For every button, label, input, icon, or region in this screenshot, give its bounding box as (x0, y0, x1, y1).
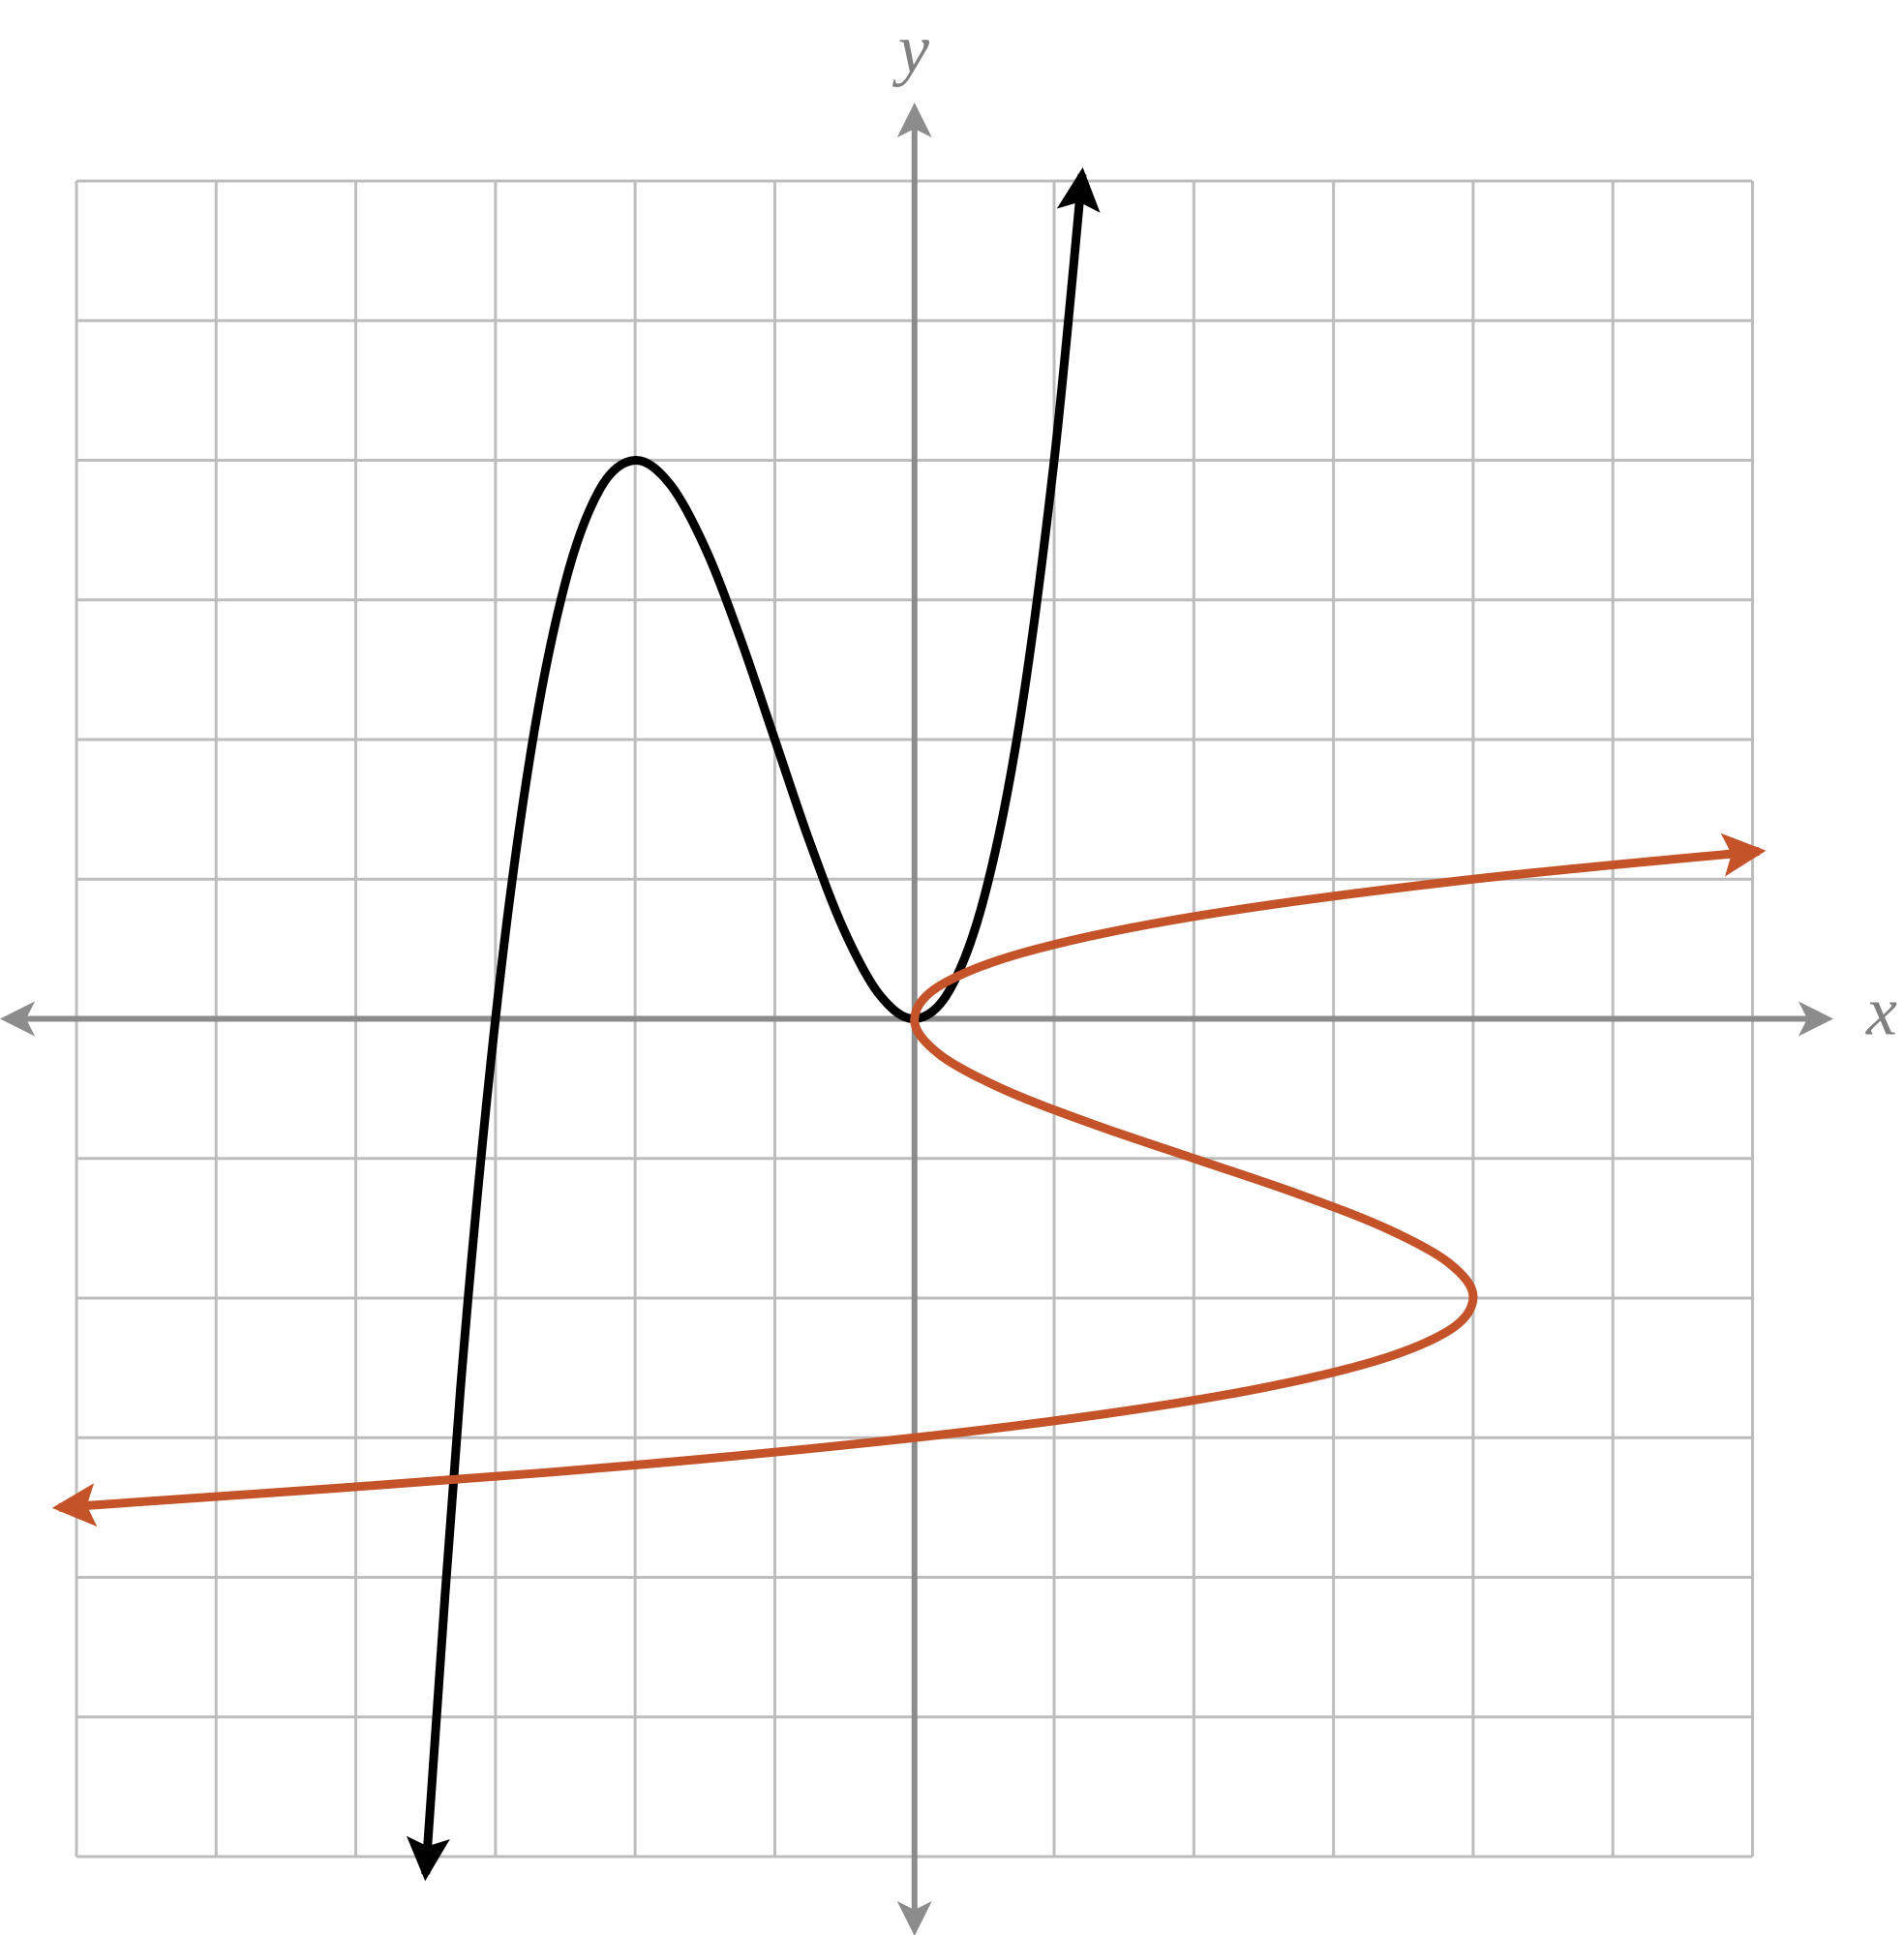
y-axis-label: y (892, 11, 929, 88)
curve (406, 166, 1101, 1882)
curve (51, 832, 1767, 1527)
curves (51, 166, 1767, 1882)
x-axis-label: x (1865, 973, 1897, 1050)
